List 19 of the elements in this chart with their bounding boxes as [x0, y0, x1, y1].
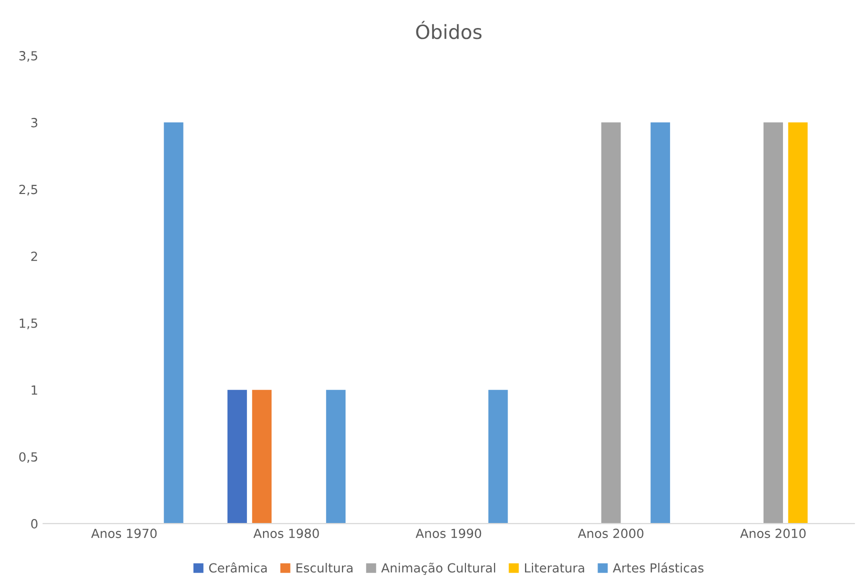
y-tick-label: 0,5: [19, 452, 38, 463]
legend-label: Animação Cultural: [381, 562, 496, 575]
x-tick-label: Anos 2000: [578, 528, 644, 538]
chart-title: Óbidos: [416, 20, 482, 40]
legend-label: Artes Plásticas: [612, 562, 704, 573]
legend-label: Cerâmica: [209, 562, 267, 573]
x-tick-label: Anos 1970: [91, 528, 157, 538]
legend-label: Escultura: [296, 562, 352, 573]
y-tick-label: 1,5: [20, 318, 38, 330]
y-tick-label: 3: [31, 118, 38, 128]
legend-label: Literatura: [525, 562, 584, 573]
x-tick-label: Anos 2010: [740, 528, 806, 538]
y-tick-label: 3,5: [19, 51, 38, 62]
y-tick-label: 1: [32, 385, 38, 395]
x-tick-label: Anos 1990: [416, 528, 482, 538]
y-tick-label: 2: [31, 252, 38, 261]
y-tick-label: 2,5: [19, 184, 38, 196]
x-tick-label: Anos 1980: [253, 528, 319, 538]
y-tick-label: 0: [31, 519, 38, 528]
